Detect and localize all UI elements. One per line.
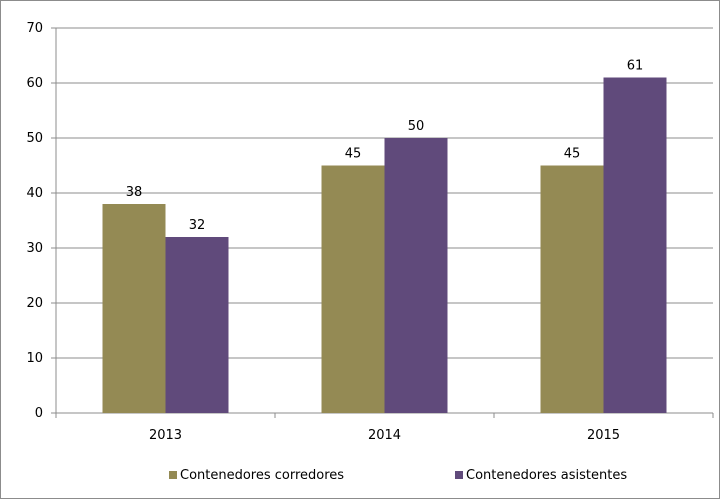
y-tick-label: 60 (26, 76, 43, 91)
y-tick-label: 10 (26, 351, 43, 366)
y-tick-label: 30 (26, 241, 43, 256)
bar-corredores-2015 (540, 165, 604, 413)
data-label: 38 (126, 185, 143, 200)
legend-label: Contenedores asistentes (466, 468, 627, 483)
x-tick-label: 2014 (368, 428, 401, 443)
data-label: 32 (189, 218, 206, 233)
data-label: 61 (627, 59, 644, 74)
bar-asistentes-2014 (384, 138, 448, 413)
y-tick-label: 70 (26, 21, 43, 36)
y-tick-label: 0 (35, 406, 43, 421)
bar-asistentes-2015 (603, 77, 667, 413)
data-label: 45 (564, 147, 581, 162)
data-label: 45 (345, 147, 362, 162)
y-tick-label: 40 (26, 186, 43, 201)
y-tick-label: 50 (26, 131, 43, 146)
data-labels: 38 32 45 50 45 61 (126, 59, 644, 234)
legend-swatch (455, 471, 463, 479)
legend-label: Contenedores corredores (180, 468, 344, 483)
legend-swatch (169, 471, 177, 479)
bar-corredores-2013 (102, 204, 166, 413)
x-tick-label: 2013 (149, 428, 182, 443)
bars (102, 77, 667, 413)
bar-asistentes-2013 (165, 237, 229, 413)
y-tick-label: 20 (26, 296, 43, 311)
legend: Contenedores corredores Contenedores asis… (169, 468, 627, 483)
data-label: 50 (408, 119, 425, 134)
bar-corredores-2014 (321, 165, 385, 413)
x-tick-label: 2015 (587, 428, 620, 443)
